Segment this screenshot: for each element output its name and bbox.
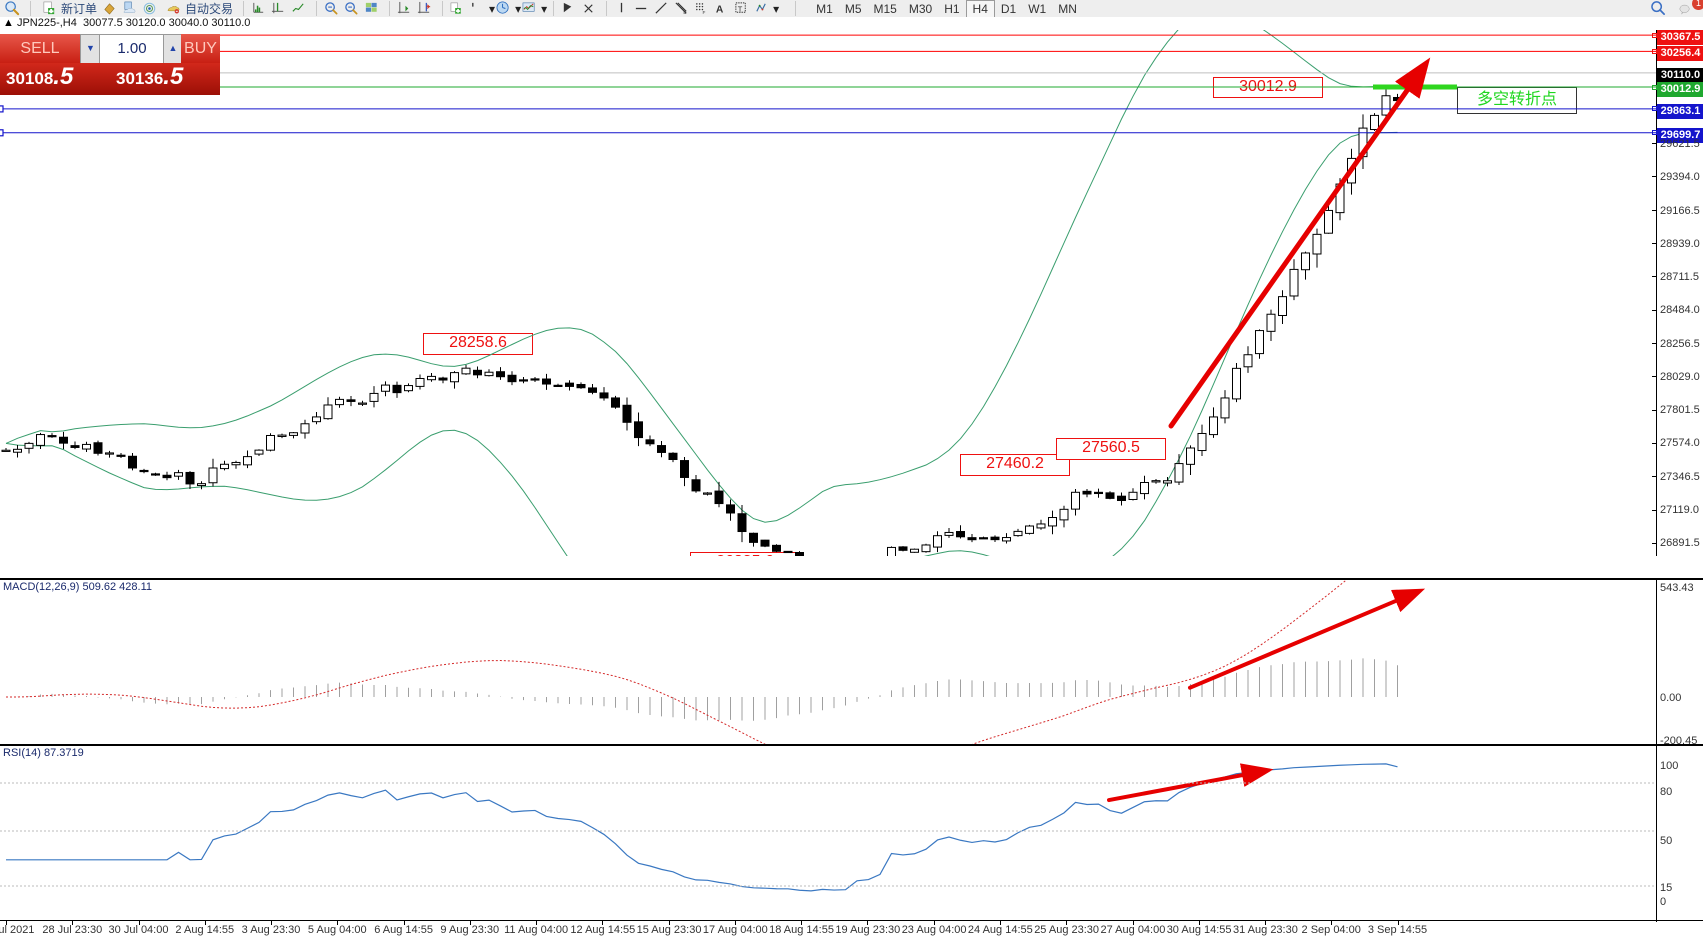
svg-text:E: E xyxy=(684,10,687,15)
svg-text:T: T xyxy=(738,4,743,13)
svg-text:A: A xyxy=(716,4,724,15)
svg-text:F: F xyxy=(703,10,706,15)
